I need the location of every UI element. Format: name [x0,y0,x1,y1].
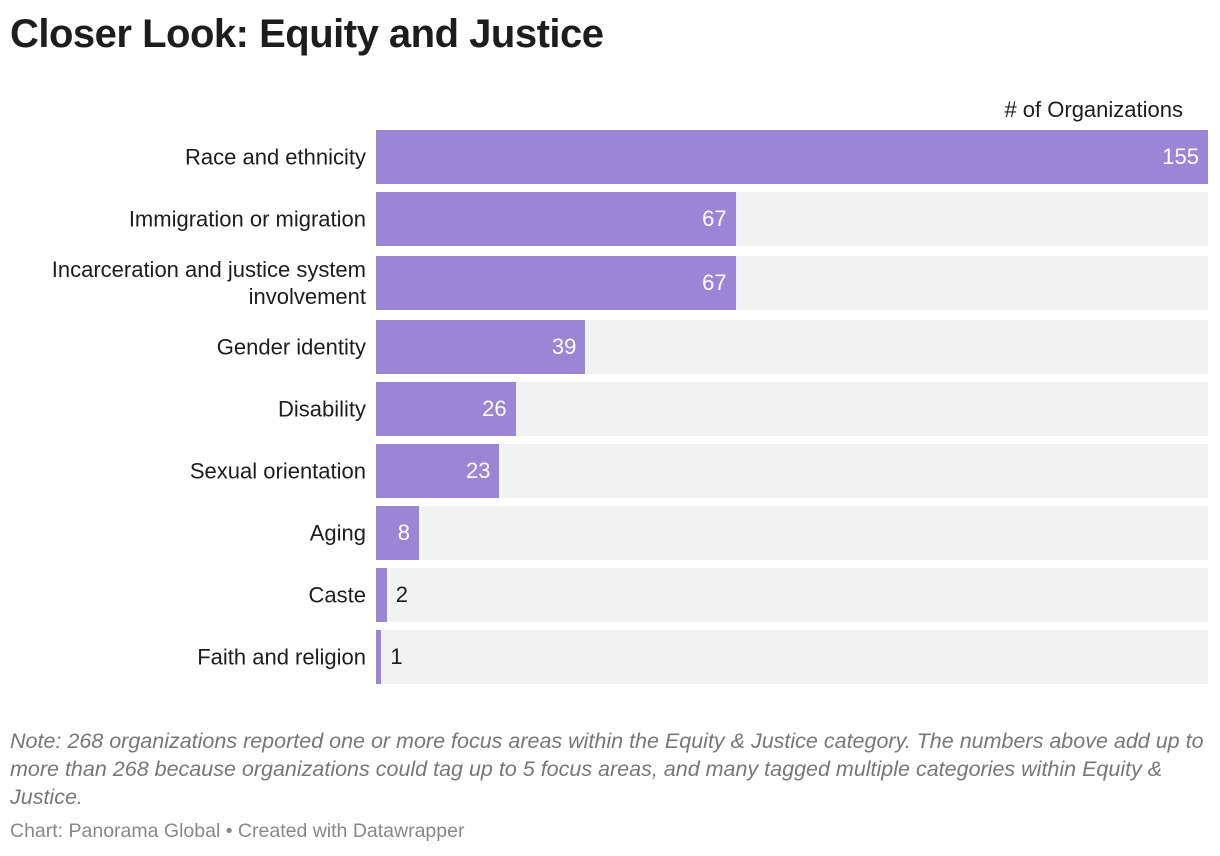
category-label: Incarceration and justice system involve… [51,257,366,309]
data-label: 2 [395,582,408,607]
bar-track: 67 [376,256,1208,310]
bar-row: Aging 8 [0,506,1220,560]
data-label: 8 [397,520,410,545]
bar [376,320,586,374]
bar [376,630,382,684]
data-label: 1 [390,644,403,669]
value-axis-label: # of Organizations [1004,97,1183,122]
data-label: 26 [482,396,507,421]
bar-track: 2 [376,568,1208,622]
bar-track: 26 [376,382,1208,436]
bar [376,130,1208,184]
category-label: Aging [309,520,366,546]
data-label: 67 [702,270,727,295]
bar [376,192,736,246]
bar-track: 155 [376,130,1208,184]
bar-row: Immigration or migration 67 [0,192,1220,246]
bar-row: Incarceration and justice system involve… [0,256,1220,310]
bar [376,256,736,310]
bar-row: Disability 26 [0,382,1220,436]
bar [376,444,500,498]
bar-track: 23 [376,444,1208,498]
bar-track: 1 [376,630,1208,684]
category-label: Race and ethnicity [185,144,366,170]
data-label: 23 [465,458,491,483]
category-label: Disability [277,396,366,422]
chart-note: Note: 268 organizations reported one or … [10,729,1204,809]
bar-track: 67 [376,192,1208,246]
category-label: Caste [308,582,366,608]
category-label: Gender identity [216,334,366,360]
data-label: 155 [1162,144,1199,169]
chart-title: Closer Look: Equity and Justice [10,12,604,56]
bar-row: Caste 2 [0,568,1220,622]
bar-track: 8 [376,506,1208,560]
chart-credit: Chart: Panorama Global • Created with Da… [10,820,465,842]
bar [376,382,516,436]
bar-track: 39 [376,320,1208,374]
bar-row: Race and ethnicity 155 [0,130,1220,184]
category-label: Sexual orientation [189,458,366,484]
category-label: Immigration or migration [128,206,366,232]
bar-row: Faith and religion 1 [0,630,1220,684]
data-label: 67 [702,206,727,231]
data-label: 39 [551,334,577,359]
bar-row: Gender identity 39 [0,320,1220,374]
bar-row: Sexual orientation 23 [0,444,1220,498]
bar [376,568,387,622]
category-label: Faith and religion [197,644,366,670]
bar [376,506,419,560]
